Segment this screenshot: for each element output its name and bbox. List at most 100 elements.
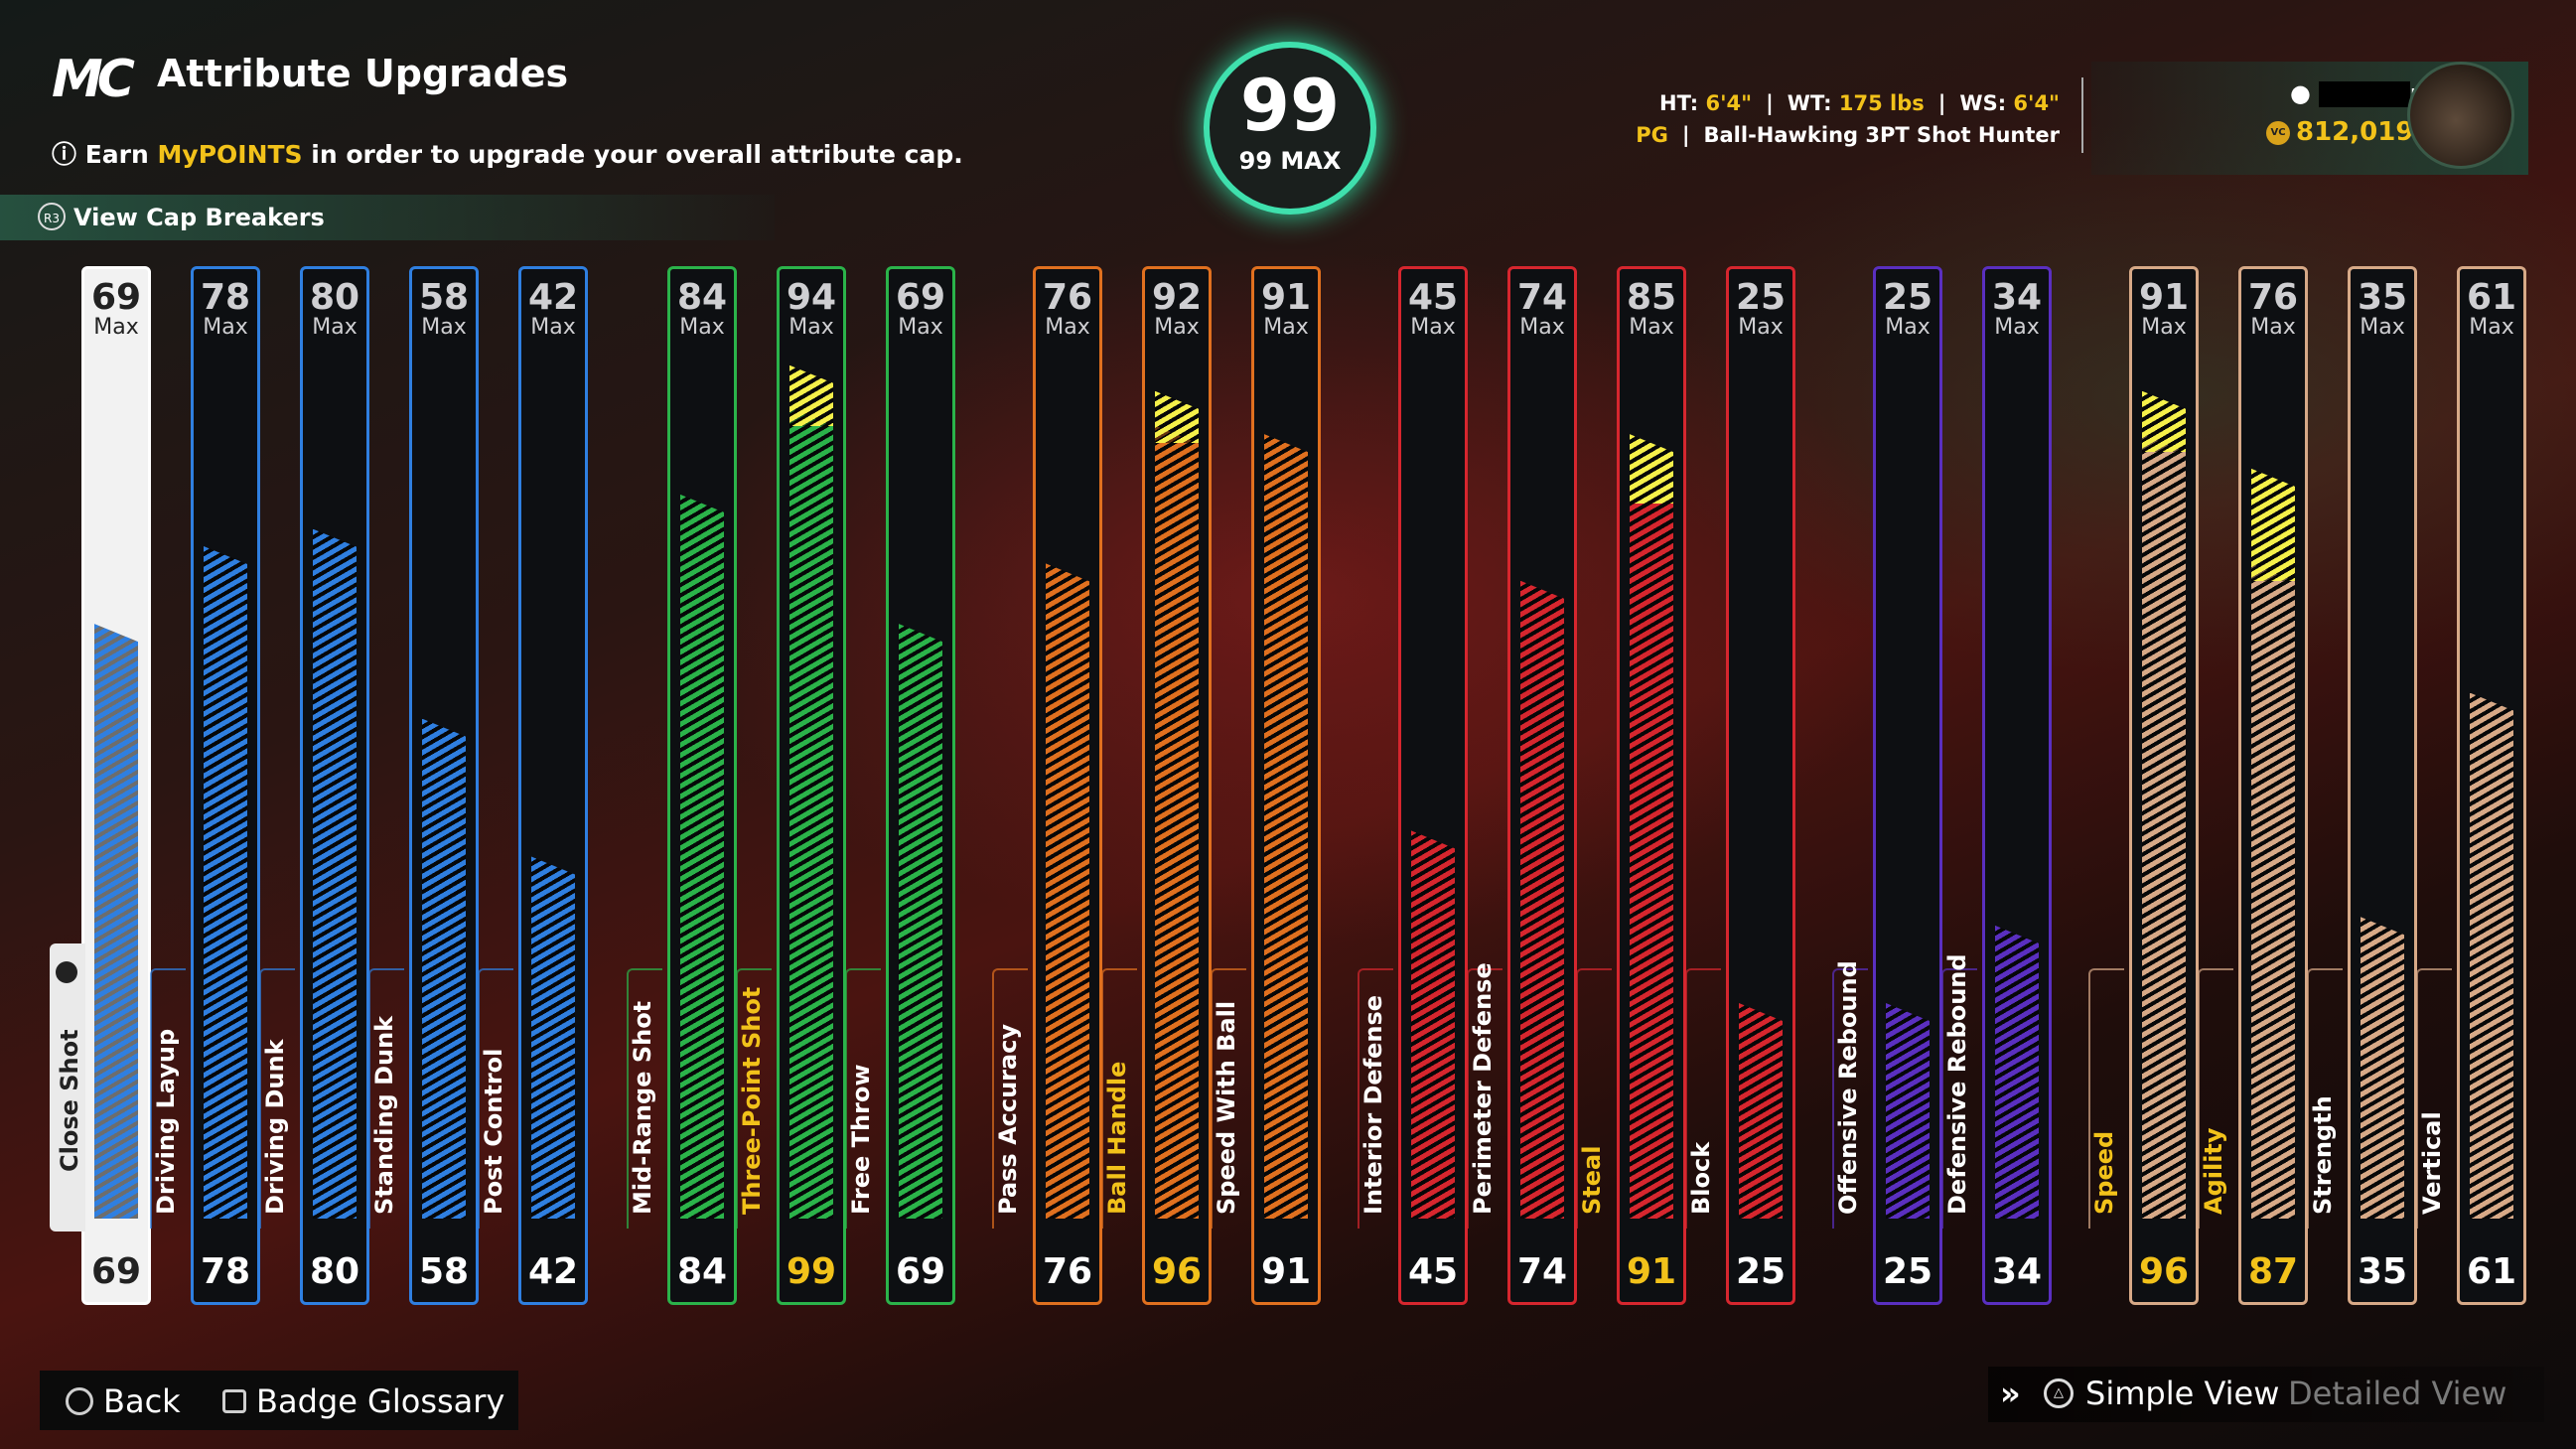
attribute-bar-track xyxy=(1046,357,1089,1219)
clock-icon xyxy=(56,961,77,983)
attribute-name: Interior Defense xyxy=(1356,917,1389,1215)
attribute-column-perimeter-defense[interactable]: 74 Max 74 Perimeter Defense xyxy=(1467,266,1577,1305)
attribute-label-tab xyxy=(736,968,772,1229)
attribute-bar-track xyxy=(1264,357,1308,1219)
attribute-column-speed[interactable]: 91 Max 96 Speed xyxy=(2088,266,2199,1305)
subtitle: ⓘ Earn MyPOINTS in order to upgrade your… xyxy=(52,140,963,169)
info-divider xyxy=(2081,77,2083,153)
height-value: 6'4" xyxy=(1705,91,1753,115)
attribute-bar-track xyxy=(1630,357,1673,1219)
attribute-current-value: 74 xyxy=(1516,1251,1568,1292)
attribute-max: 92 Max xyxy=(1145,279,1209,339)
attribute-column-free-throw[interactable]: 69 Max 69 Free Throw xyxy=(845,266,955,1305)
attribute-column-mid-range-shot[interactable]: 84 Max 84 Mid-Range Shot xyxy=(627,266,737,1305)
player-info: HT: 6'4" | WT: 175 lbs | WS: 6'4" PG | Ball-Ha… xyxy=(1636,87,2060,151)
attribute-current-value: 35 xyxy=(2357,1251,2408,1292)
view-toggle: » △ Simple View Detailed View xyxy=(1988,1367,2544,1422)
attribute-max: 42 Max xyxy=(521,279,585,339)
attribute-max-value: 80 xyxy=(309,277,360,318)
attribute-name: Offensive Rebound xyxy=(1830,917,1864,1215)
attribute-bar-track xyxy=(204,357,247,1219)
attribute-boost-fill xyxy=(2142,390,2186,453)
attribute-label-tab xyxy=(2198,968,2233,1229)
attribute-max-label: Max xyxy=(1738,315,1784,340)
attribute-max-value: 58 xyxy=(418,277,470,318)
attribute-column-driving-dunk[interactable]: 80 Max 80 Driving Dunk xyxy=(259,266,369,1305)
attribute-max-label: Max xyxy=(2250,315,2296,340)
attribute-column-standing-dunk[interactable]: 58 Max 58 Standing Dunk xyxy=(368,266,479,1305)
attribute-max: 25 Max xyxy=(1876,279,1939,339)
attribute-name-label: Standing Dunk xyxy=(370,1015,398,1215)
attribute-label-tab xyxy=(1832,968,1868,1229)
attribute-column-block[interactable]: 25 Max 25 Block xyxy=(1685,266,1795,1305)
attribute-column-post-control[interactable]: 42 Max 42 Post Control xyxy=(478,266,588,1305)
attribute-max-value: 91 xyxy=(2138,277,2190,318)
attribute-column-strength[interactable]: 35 Max 35 Strength xyxy=(2307,266,2417,1305)
attribute-max-value: 45 xyxy=(1407,277,1459,318)
attribute-bar-track xyxy=(422,357,466,1219)
attribute-current-value: 69 xyxy=(895,1251,946,1292)
attribute-column-close-shot[interactable]: 69 Max 69 xyxy=(81,266,151,1305)
attribute-current-value: 58 xyxy=(418,1251,470,1292)
overall-value: 99 xyxy=(1239,64,1341,147)
attribute-max: 58 Max xyxy=(412,279,476,339)
detailed-view-option[interactable]: Detailed View xyxy=(2288,1375,2507,1412)
attribute-max-value: 76 xyxy=(1042,277,1093,318)
overall-max: 99 MAX xyxy=(1238,147,1342,175)
attribute-column-steal[interactable]: 85 Max 91 Steal xyxy=(1576,266,1686,1305)
circle-button-icon xyxy=(66,1387,93,1415)
attribute-bar-fill xyxy=(1155,425,1199,1219)
back-button[interactable]: Back xyxy=(66,1382,181,1420)
gamertag: ● r xyxy=(2290,79,2419,107)
attribute-max-value: 69 xyxy=(90,277,142,318)
attribute-column-offensive-rebound[interactable]: 25 Max 25 Offensive Rebound xyxy=(1832,266,1942,1305)
attribute-label-tab xyxy=(1358,968,1393,1229)
attribute-max: 34 Max xyxy=(1985,279,2049,339)
attribute-column-vertical[interactable]: 61 Max 61 Vertical xyxy=(2416,266,2526,1305)
attribute-name: Pass Accuracy xyxy=(990,917,1024,1215)
attribute-max-value: 61 xyxy=(2466,277,2517,318)
attribute-column-driving-layup[interactable]: 78 Max 78 Driving Layup xyxy=(150,266,260,1305)
attribute-max: 85 Max xyxy=(1620,279,1683,339)
attribute-max-value: 76 xyxy=(2247,277,2299,318)
attribute-name-label: Post Control xyxy=(480,1048,507,1215)
attribute-name-label: Speed xyxy=(2090,1130,2118,1215)
attribute-max: 76 Max xyxy=(2241,279,2305,339)
attribute-column-interior-defense[interactable]: 45 Max 45 Interior Defense xyxy=(1358,266,1468,1305)
attribute-bar-fill xyxy=(422,718,466,1219)
attribute-column-ball-handle[interactable]: 92 Max 96 Ball Handle xyxy=(1101,266,1212,1305)
attribute-name-label: Offensive Rebound xyxy=(1834,960,1862,1215)
attribute-label-tab xyxy=(1211,968,1246,1229)
attribute-max-value: 69 xyxy=(895,277,946,318)
attribute-bar-track xyxy=(2361,357,2404,1219)
attribute-bar-track xyxy=(1886,357,1930,1219)
view-cap-breakers-button[interactable]: R3 View Cap Breakers xyxy=(0,195,775,240)
attribute-max-value: 84 xyxy=(676,277,728,318)
attribute-column-three-point-shot[interactable]: 94 Max 99 Three-Point Shot xyxy=(736,266,846,1305)
attribute-current-value: 99 xyxy=(786,1251,837,1292)
attribute-bar-fill xyxy=(2361,917,2404,1219)
attribute-max-value: 74 xyxy=(1516,277,1568,318)
attribute-label-tab xyxy=(845,968,881,1229)
player-measurements: HT: 6'4" | WT: 175 lbs | WS: 6'4" xyxy=(1659,91,2060,115)
attribute-max-label: Max xyxy=(1519,315,1565,340)
attribute-name: Defensive Rebound xyxy=(1939,917,1973,1215)
double-chevron-icon: » xyxy=(2000,1375,2021,1412)
attribute-max-label: Max xyxy=(1154,315,1200,340)
attribute-column-defensive-rebound[interactable]: 34 Max 34 Defensive Rebound xyxy=(1941,266,2052,1305)
attribute-column-pass-accuracy[interactable]: 76 Max 76 Pass Accuracy xyxy=(992,266,1102,1305)
attribute-current-value: 80 xyxy=(309,1251,360,1292)
attribute-boost-fill xyxy=(2251,468,2295,582)
attribute-name-label: Steal xyxy=(1578,1145,1606,1215)
attribute-name-label: Defensive Rebound xyxy=(1943,953,1971,1215)
attribute-column-speed-with-ball[interactable]: 91 Max 91 Speed With Ball xyxy=(1211,266,1321,1305)
attribute-max: 91 Max xyxy=(1254,279,1318,339)
attribute-label-tab xyxy=(2088,968,2124,1229)
attribute-name-label: Driving Layup xyxy=(152,1028,180,1215)
attribute-max-value: 42 xyxy=(527,277,579,318)
attribute-name-label: Free Throw xyxy=(847,1064,875,1215)
r3-button-icon: R3 xyxy=(38,203,66,230)
badge-glossary-button[interactable]: Badge Glossary xyxy=(222,1382,504,1420)
simple-view-option[interactable]: Simple View xyxy=(2085,1375,2280,1412)
attribute-column-agility[interactable]: 76 Max 87 Agility xyxy=(2198,266,2308,1305)
